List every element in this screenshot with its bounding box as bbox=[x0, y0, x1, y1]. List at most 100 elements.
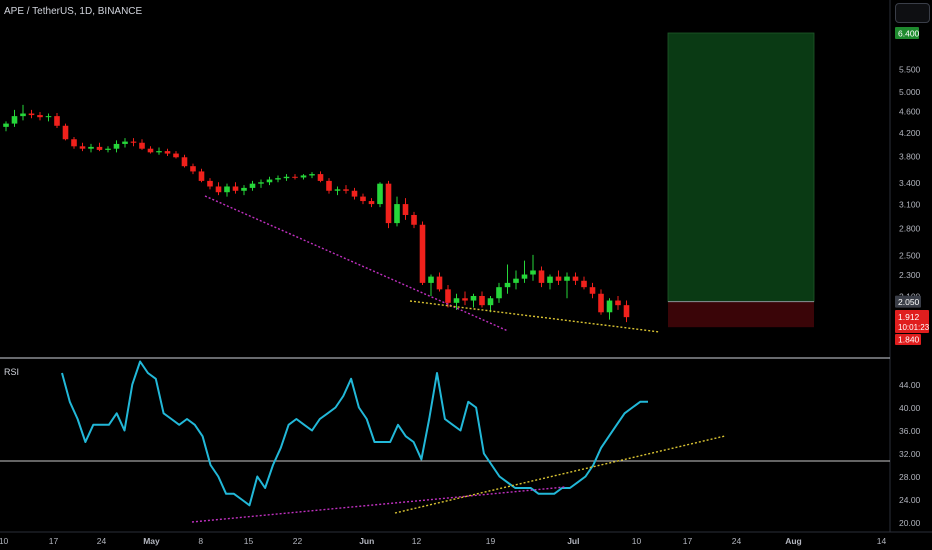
time-tick-label: 10 bbox=[632, 536, 642, 546]
candle-body bbox=[62, 125, 69, 140]
price-trendline-magenta bbox=[204, 195, 509, 332]
price-tick-label: 2.500 bbox=[899, 250, 921, 260]
time-tick-label: 24 bbox=[97, 536, 107, 546]
symbol-title: APE / TetherUS, 1D, BINANCE bbox=[4, 6, 143, 17]
candle-body bbox=[258, 182, 264, 184]
candle-body bbox=[615, 300, 621, 306]
candle-body bbox=[266, 179, 273, 183]
candle-body bbox=[28, 113, 35, 116]
candle-body bbox=[207, 180, 213, 187]
candle-body bbox=[249, 183, 256, 188]
candle-body bbox=[309, 174, 315, 176]
price-tick-label: 3.100 bbox=[899, 200, 921, 210]
candle-body bbox=[11, 116, 18, 124]
candle-body bbox=[521, 274, 528, 279]
time-tick-label: 14 bbox=[877, 536, 887, 546]
candle-body bbox=[445, 289, 451, 303]
candle-body bbox=[606, 300, 613, 313]
time-tick-label: 19 bbox=[486, 536, 496, 546]
time-tick-label: 17 bbox=[683, 536, 693, 546]
candle-body bbox=[45, 116, 52, 118]
candle-body bbox=[224, 186, 230, 193]
target-price-tag bbox=[895, 27, 919, 39]
candle-body bbox=[479, 296, 485, 306]
rsi-tick-label: 44.00 bbox=[899, 380, 921, 390]
candle-body bbox=[530, 270, 536, 275]
candle-body bbox=[71, 139, 77, 147]
time-tick-label: 12 bbox=[412, 536, 422, 546]
candle-body bbox=[173, 153, 179, 158]
candle-body bbox=[317, 174, 324, 181]
countdown-label: 10:01:23 bbox=[898, 323, 930, 332]
rsi-tick-label: 28.00 bbox=[899, 472, 921, 482]
candle-body bbox=[105, 148, 111, 150]
rsi-trendline-yellow bbox=[394, 435, 726, 514]
candle-body bbox=[394, 204, 400, 224]
candle-body bbox=[589, 287, 596, 294]
candle-body bbox=[377, 183, 383, 205]
candle-body bbox=[79, 146, 86, 149]
candle-body bbox=[402, 204, 409, 215]
rsi-trendline-magenta bbox=[191, 486, 566, 523]
time-tick-label: Jun bbox=[359, 536, 374, 546]
rsi-tick-label: 36.00 bbox=[899, 426, 921, 436]
candle-body bbox=[564, 276, 570, 281]
candle-body bbox=[37, 115, 43, 118]
last-price-tag bbox=[895, 310, 929, 333]
candle-body bbox=[334, 189, 341, 191]
candle-body bbox=[139, 142, 145, 149]
price-tick-label: 2.800 bbox=[899, 224, 921, 234]
candle-body bbox=[496, 287, 502, 299]
stop-price-label: 1.840 bbox=[898, 335, 920, 345]
candle-body bbox=[470, 296, 477, 301]
time-tick-label: 17 bbox=[49, 536, 59, 546]
candle-body bbox=[3, 123, 9, 127]
candle-body bbox=[164, 151, 171, 154]
candle-body bbox=[156, 151, 162, 153]
entry-price-tag bbox=[895, 295, 921, 308]
candle-body bbox=[241, 187, 247, 191]
candle-body bbox=[555, 276, 562, 281]
price-tick-label: 2.300 bbox=[899, 270, 921, 280]
candle-body bbox=[487, 298, 494, 306]
candle-body bbox=[385, 183, 392, 224]
candle-body bbox=[436, 276, 443, 290]
time-tick-label: 8 bbox=[198, 536, 203, 546]
candle-body bbox=[360, 196, 366, 202]
price-tick-label: 5.500 bbox=[899, 64, 921, 74]
price-trendline-yellow bbox=[409, 300, 661, 333]
candle-body bbox=[275, 178, 281, 180]
candle-body bbox=[300, 175, 307, 178]
price-tick-label: 4.600 bbox=[899, 106, 921, 116]
stop-price-tag bbox=[895, 334, 921, 345]
candle-body bbox=[181, 157, 188, 167]
candle-body bbox=[215, 186, 222, 193]
candle-body bbox=[283, 176, 290, 179]
candle-body bbox=[538, 270, 545, 283]
candle-body bbox=[547, 276, 553, 283]
candle-body bbox=[147, 148, 154, 153]
chart-settings-button[interactable] bbox=[895, 3, 930, 23]
time-tick-label: 24 bbox=[732, 536, 742, 546]
target-price-label: 6.400 bbox=[898, 29, 920, 39]
time-tick-label: 22 bbox=[293, 536, 303, 546]
stop-zone bbox=[668, 301, 814, 328]
candle-body bbox=[96, 146, 103, 150]
candle-body bbox=[419, 224, 426, 283]
candle-body bbox=[190, 166, 196, 172]
target-zone bbox=[667, 32, 815, 303]
last-price-label: 1.912 bbox=[898, 312, 920, 322]
candle-body bbox=[513, 278, 519, 283]
time-tick-label: 10 bbox=[0, 536, 9, 546]
candle-body bbox=[198, 171, 205, 181]
candle-body bbox=[462, 298, 468, 301]
candle-body bbox=[292, 176, 298, 178]
rsi-tick-label: 20.00 bbox=[899, 518, 921, 528]
candle-body bbox=[581, 280, 587, 288]
price-tick-label: 4.200 bbox=[899, 128, 921, 138]
candle-body bbox=[343, 189, 349, 191]
rsi-tick-label: 24.00 bbox=[899, 495, 921, 505]
price-tick-label: 3.800 bbox=[899, 152, 921, 162]
candle-body bbox=[453, 298, 460, 303]
